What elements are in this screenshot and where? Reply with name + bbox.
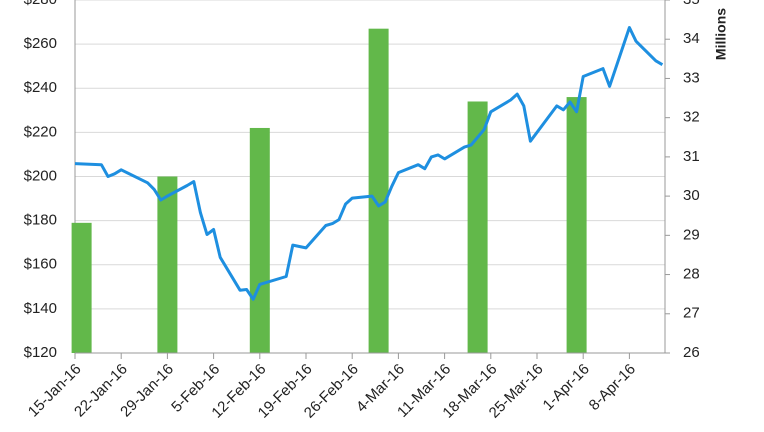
bar	[368, 28, 389, 354]
y2-tick-label: 27	[683, 305, 700, 322]
y-tick-label: $240	[24, 79, 57, 96]
y2-tick-label: 26	[683, 344, 700, 361]
x-tick-label: 8-Apr-16	[586, 361, 639, 414]
bar	[467, 101, 488, 353]
y2-tick-label: 35	[683, 0, 700, 8]
y-tick-label: $260	[24, 35, 57, 52]
bar	[566, 97, 587, 353]
y-tick-label: $200	[24, 167, 57, 184]
y2-tick-label: 30	[683, 187, 700, 204]
y2-axis-label: Millions	[713, 8, 729, 60]
y-tick-label: $220	[24, 123, 57, 140]
y2-tick-label: 31	[683, 148, 700, 165]
bar	[157, 176, 178, 353]
bar	[249, 127, 270, 354]
y-tick-label: $120	[24, 344, 57, 361]
line	[74, 26, 664, 301]
y-tick-label: $140	[24, 300, 57, 317]
bar	[71, 222, 92, 353]
y2-tick-label: 34	[683, 30, 700, 47]
x-tick-label: 1-Apr-16	[540, 361, 593, 414]
y2-tick-label: 32	[683, 109, 700, 126]
y2-tick-label: 29	[683, 226, 700, 243]
y-tick-label: $180	[24, 212, 57, 229]
y-tick-label: $280	[24, 0, 57, 8]
y2-tick-label: 33	[683, 69, 700, 86]
y2-tick-label: 28	[683, 266, 700, 283]
y-tick-label: $160	[24, 256, 57, 273]
